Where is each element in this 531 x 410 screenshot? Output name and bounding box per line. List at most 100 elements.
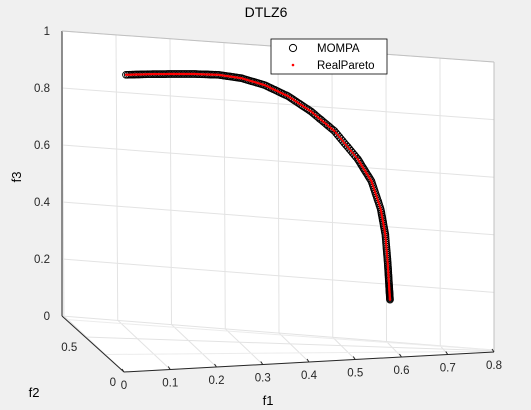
realpareto-point	[353, 153, 356, 157]
realpareto-point	[380, 215, 384, 218]
y-tick-label: 0.5	[61, 342, 77, 354]
legend-realpareto-label: RealPareto	[317, 60, 375, 72]
realpareto-point	[385, 253, 389, 256]
realpareto-point	[372, 188, 376, 191]
realpareto-point	[387, 274, 390, 277]
x-tick-mark	[121, 368, 125, 373]
chart-title: DTLZ6	[245, 4, 288, 20]
x-tick-mark	[167, 366, 171, 370]
realpareto-point	[310, 110, 313, 113]
realpareto-point	[386, 257, 389, 261]
z-gridline	[61, 201, 495, 236]
x-tick-mark	[214, 363, 217, 368]
realpareto-point	[343, 141, 346, 145]
realpareto-point	[346, 145, 349, 149]
realpareto-point	[305, 107, 308, 110]
x-floor-gridline	[171, 324, 217, 368]
realpareto-point	[378, 206, 382, 209]
realpareto-point	[204, 73, 207, 76]
realpareto-point	[308, 109, 311, 112]
x-tick-mark	[306, 358, 310, 363]
x-tick-label: 0	[121, 380, 127, 392]
realpareto-point	[138, 73, 141, 76]
realpareto-point	[171, 72, 174, 76]
realpareto-point	[349, 149, 353, 153]
realpareto-point	[348, 147, 351, 151]
realpareto-point	[311, 111, 315, 115]
realpareto-point	[344, 143, 348, 147]
legend: MOMPA RealPareto	[270, 38, 388, 75]
realpareto-point	[338, 135, 341, 139]
realpareto-point	[184, 72, 187, 76]
realpareto-point	[186, 72, 189, 76]
realpareto-point	[336, 133, 339, 137]
realpareto-point	[374, 194, 378, 197]
realpareto-point	[286, 95, 290, 98]
realpareto-point	[381, 217, 384, 220]
realpareto-point	[152, 72, 156, 76]
realpareto-point	[381, 218, 384, 222]
realpareto-point	[318, 117, 321, 120]
realpareto-point	[128, 73, 131, 76]
realpareto-point	[326, 124, 329, 127]
realpareto-point	[313, 113, 316, 116]
realpareto-point	[156, 72, 159, 76]
tick-labels: 0 0.2 0.4 0.6 0.8 1 0 0.1 0.2 0.3 0.4 0.5 0.6 0.7 0.8 0…	[34, 26, 502, 392]
realpareto-point	[385, 245, 388, 248]
x-floor-gridline	[278, 332, 310, 363]
x-wall-gridline	[115, 34, 119, 321]
x-axis-label: f1	[263, 393, 274, 408]
realpareto-point	[321, 120, 324, 123]
realpareto-point	[376, 198, 379, 201]
z-tick-label: 1	[44, 26, 50, 38]
realpareto-point	[159, 72, 162, 76]
realpareto-point	[167, 72, 171, 76]
x-tick-label: 0.6	[394, 365, 410, 377]
realpareto-point	[334, 131, 338, 135]
realpareto-point	[333, 129, 336, 133]
realpareto-point	[379, 208, 382, 211]
realpareto-point	[385, 249, 388, 252]
z-gridline	[61, 258, 495, 293]
realpareto-point	[210, 73, 214, 76]
realpareto-point	[370, 180, 373, 183]
realpareto-point	[323, 121, 326, 124]
x-tick-label: 0.7	[440, 363, 456, 375]
realpareto-point	[141, 73, 144, 76]
realpareto-point	[124, 73, 128, 77]
x-wall-gridline	[223, 42, 226, 329]
realpareto-point	[195, 72, 199, 76]
realpareto-point	[386, 259, 389, 263]
realpareto-point	[375, 196, 378, 199]
realpareto-point	[177, 72, 181, 76]
y-tick-label: 0	[110, 377, 116, 389]
legend-mompa-marker	[288, 43, 298, 53]
realpareto-point	[377, 202, 380, 205]
realpareto-point	[325, 122, 328, 126]
realpareto-point	[378, 204, 381, 207]
realpareto-point	[174, 72, 177, 76]
x-tick-mark	[260, 361, 264, 365]
realpareto-point	[380, 211, 383, 215]
x-floor-gridline	[332, 336, 356, 360]
realpareto-point	[385, 243, 388, 246]
z-tick-label: 0.4	[34, 197, 51, 209]
realpareto-point	[300, 103, 303, 107]
realpareto-point	[351, 151, 354, 155]
x-tick-mark	[399, 353, 402, 358]
x-floor-gridline	[224, 328, 264, 365]
realpareto-point	[328, 125, 331, 129]
y-axis-line	[61, 315, 125, 373]
realpareto-point	[384, 241, 388, 244]
realpareto-point	[331, 128, 334, 131]
realpareto-point	[384, 237, 387, 240]
z-axis-label: f3	[9, 172, 24, 183]
realpareto-point	[293, 99, 296, 102]
realpareto-point	[131, 73, 134, 76]
x-wall-gridline	[331, 50, 334, 338]
realpareto-point	[382, 224, 385, 227]
realpareto-point	[341, 139, 344, 143]
x-wall-gridline	[169, 38, 172, 325]
x-tick-mark	[352, 356, 356, 360]
